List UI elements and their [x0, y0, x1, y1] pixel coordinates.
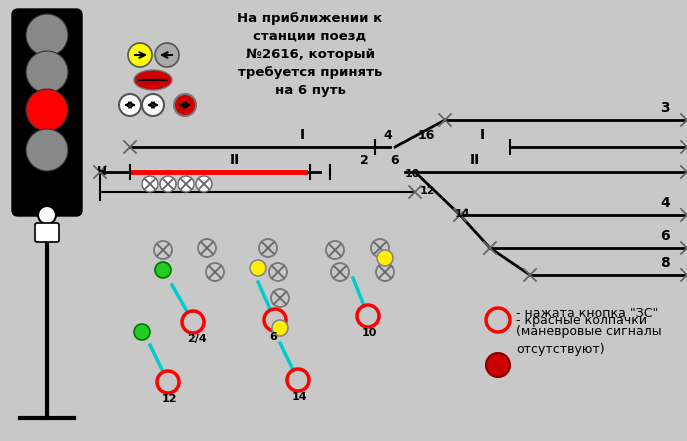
Text: 12: 12 [420, 186, 436, 196]
Text: II: II [470, 153, 480, 167]
Text: 12: 12 [162, 394, 177, 404]
Circle shape [486, 353, 510, 377]
Circle shape [486, 308, 510, 332]
Text: 2/4: 2/4 [187, 334, 207, 344]
Circle shape [142, 94, 164, 116]
Circle shape [155, 43, 179, 67]
Circle shape [357, 305, 379, 327]
Circle shape [376, 263, 394, 281]
Circle shape [377, 250, 393, 266]
Circle shape [259, 239, 277, 257]
Circle shape [38, 206, 56, 224]
Circle shape [128, 43, 152, 67]
Circle shape [269, 263, 287, 281]
Text: I: I [480, 128, 485, 142]
Circle shape [198, 239, 216, 257]
Text: 3: 3 [660, 101, 670, 115]
Text: 10: 10 [362, 328, 377, 338]
Text: 4: 4 [383, 129, 392, 142]
Circle shape [157, 371, 179, 393]
Text: На приближении к
станции поезд
№2616, который
требуется принять
на 6 путь: На приближении к станции поезд №2616, ко… [238, 12, 383, 97]
Text: 14: 14 [455, 209, 471, 219]
Circle shape [264, 309, 286, 331]
Text: - нажата кнопка "ЗС"
(маневровые сигналы
отсутствуют): - нажата кнопка "ЗС" (маневровые сигналы… [516, 307, 662, 356]
Text: 6: 6 [390, 154, 398, 167]
Text: 16: 16 [418, 129, 436, 142]
Circle shape [326, 241, 344, 259]
Circle shape [174, 94, 196, 116]
Circle shape [134, 324, 150, 340]
Circle shape [182, 311, 204, 333]
Circle shape [26, 89, 68, 131]
Circle shape [331, 263, 349, 281]
Circle shape [26, 129, 68, 171]
Text: 6: 6 [660, 229, 670, 243]
Circle shape [196, 176, 212, 192]
Circle shape [26, 14, 68, 56]
Text: Ч: Ч [97, 165, 107, 178]
Circle shape [26, 51, 68, 93]
Text: - красные колпачки: - красные колпачки [516, 314, 647, 327]
Circle shape [287, 369, 309, 391]
Circle shape [160, 176, 176, 192]
Text: II: II [230, 153, 240, 167]
Circle shape [119, 94, 141, 116]
Text: I: I [300, 128, 305, 142]
Circle shape [155, 262, 171, 278]
Text: 6: 6 [269, 332, 277, 342]
Circle shape [272, 320, 288, 336]
Text: 2: 2 [360, 154, 369, 167]
Text: 14: 14 [292, 392, 308, 402]
Circle shape [250, 260, 266, 276]
Text: 4: 4 [660, 196, 670, 210]
Ellipse shape [134, 70, 172, 90]
Circle shape [271, 289, 289, 307]
Circle shape [142, 176, 158, 192]
FancyBboxPatch shape [12, 9, 82, 216]
Circle shape [371, 239, 389, 257]
FancyBboxPatch shape [35, 223, 59, 242]
Circle shape [154, 241, 172, 259]
Text: 8: 8 [660, 256, 670, 270]
Text: 10: 10 [405, 169, 420, 179]
Circle shape [206, 263, 224, 281]
Circle shape [178, 176, 194, 192]
